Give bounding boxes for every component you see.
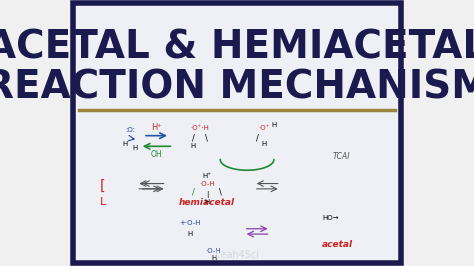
Text: H⁺: H⁺ [202, 173, 211, 178]
Text: ·O-H: ·O-H [199, 181, 215, 186]
Text: H: H [132, 145, 137, 151]
Text: acetal: acetal [322, 240, 353, 249]
FancyBboxPatch shape [78, 7, 396, 259]
Text: [: [ [100, 179, 106, 193]
Text: \: \ [205, 134, 208, 143]
Text: hemiacetal: hemiacetal [179, 198, 235, 207]
Text: :O:: :O: [125, 127, 135, 133]
Text: H: H [191, 143, 196, 149]
Text: OH: OH [151, 150, 162, 159]
Text: H: H [211, 255, 216, 261]
FancyBboxPatch shape [73, 3, 401, 263]
Text: ·O⁺·H: ·O⁺·H [191, 125, 210, 131]
Text: /: / [192, 134, 195, 143]
Text: REACTION MECHANISM: REACTION MECHANISM [0, 69, 474, 107]
Text: HO→: HO→ [323, 215, 339, 221]
Text: /: / [255, 134, 258, 143]
Text: ACETAL & HEMIACETAL: ACETAL & HEMIACETAL [0, 29, 474, 67]
Text: Leah4Sci: Leah4Sci [215, 250, 259, 260]
Text: |: | [206, 191, 208, 198]
Text: ·O-H: ·O-H [206, 248, 221, 254]
Text: H: H [187, 231, 192, 237]
Text: L: L [100, 197, 106, 207]
Text: H: H [122, 141, 128, 147]
Text: H: H [261, 141, 266, 147]
Text: \: \ [219, 187, 222, 196]
Text: H: H [271, 122, 276, 128]
Text: H⁺: H⁺ [151, 123, 162, 132]
Text: ·O⁺: ·O⁺ [258, 125, 270, 131]
Text: /: / [192, 187, 195, 196]
Text: TCAI: TCAI [332, 152, 350, 161]
Text: +·O-H: +·O-H [179, 221, 201, 226]
Text: H: H [204, 199, 210, 205]
